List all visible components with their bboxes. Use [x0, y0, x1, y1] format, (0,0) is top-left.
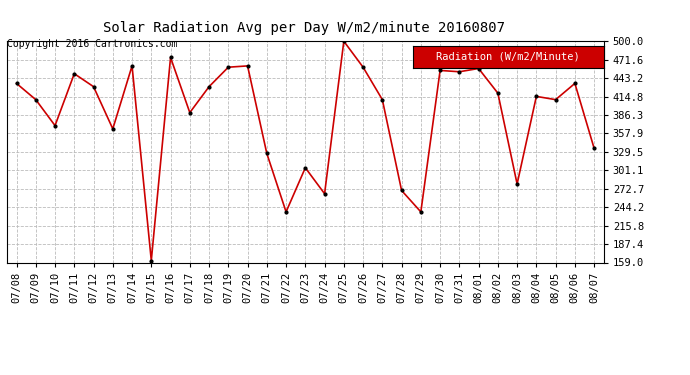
Text: Copyright 2016 Cartronics.com: Copyright 2016 Cartronics.com — [7, 39, 177, 50]
Text: Solar Radiation Avg per Day W/m2/minute 20160807: Solar Radiation Avg per Day W/m2/minute … — [103, 21, 504, 34]
